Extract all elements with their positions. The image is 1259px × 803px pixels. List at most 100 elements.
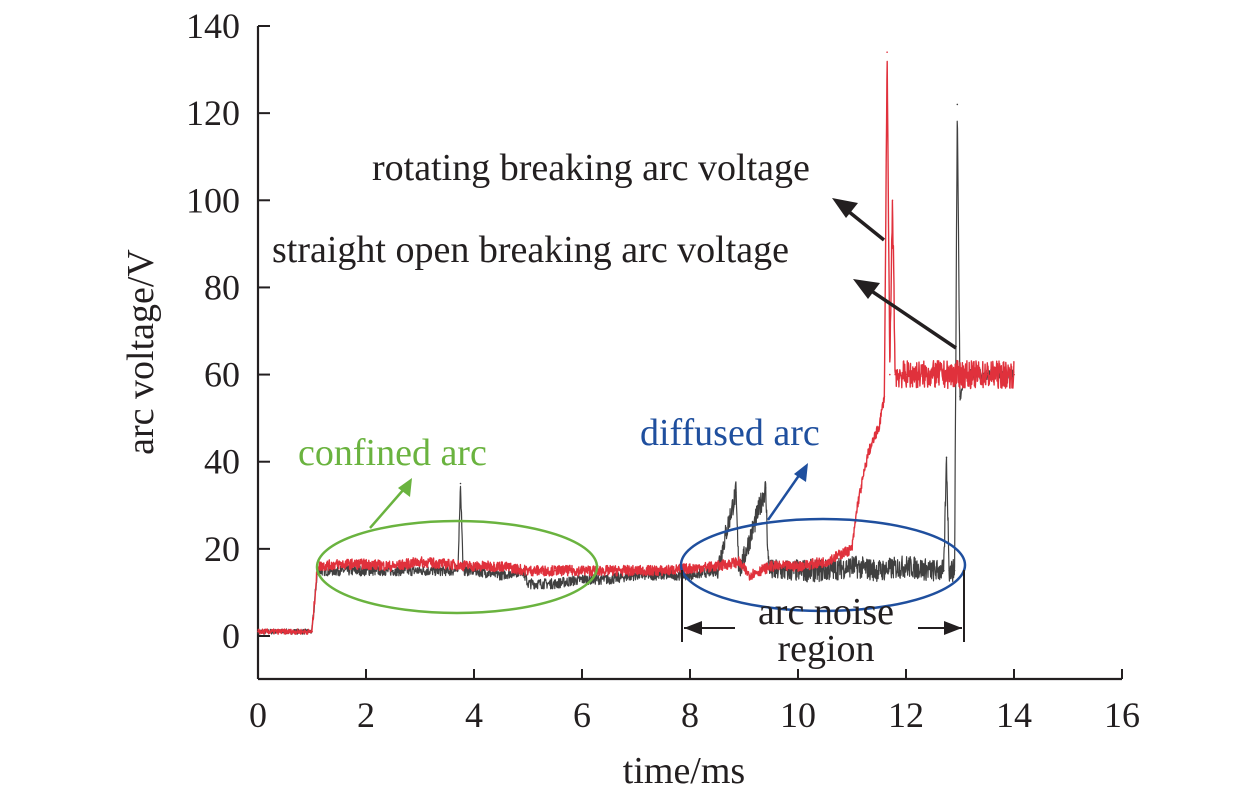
- straight-arrow: [853, 279, 957, 350]
- data-point-straight: [459, 482, 462, 485]
- data-point-straight: [457, 569, 459, 572]
- x-tick-label: 16: [1104, 695, 1140, 735]
- data-point-rotating: [419, 561, 421, 563]
- data-point-rotating: [473, 565, 475, 568]
- data-point-rotating: [894, 373, 896, 376]
- data-point-rotating: [883, 395, 886, 398]
- series-layer: [257, 51, 1015, 635]
- data-point-rotating: [905, 373, 907, 376]
- x-tick-label: 0: [249, 695, 267, 735]
- data-point-straight: [735, 491, 737, 494]
- confined-arc-annotation: confined arc: [298, 432, 599, 615]
- x-tick-label: 4: [465, 695, 483, 735]
- data-point-rotating: [986, 373, 988, 376]
- arc-noise-label-line1: arc noise: [758, 591, 894, 633]
- confined-arc-ellipse: [315, 519, 599, 615]
- y-tick-label: 20: [204, 529, 240, 569]
- data-point-rotating: [311, 630, 313, 633]
- data-point-rotating: [527, 569, 529, 572]
- data-point-rotating: [581, 569, 583, 572]
- y-tick-label: 120: [186, 93, 240, 133]
- series-straight: [257, 103, 1015, 635]
- diffused-arc-annotation: diffused arc: [640, 412, 967, 613]
- data-point-rotating: [338, 563, 340, 565]
- x-tick-label: 8: [681, 695, 699, 735]
- data-point-rotating: [867, 452, 869, 454]
- data-point-rotating: [608, 569, 610, 572]
- data-point-straight: [716, 569, 718, 572]
- data-point-rotating: [365, 563, 367, 565]
- x-tick-label: 12: [888, 695, 924, 735]
- data-point-rotating: [500, 565, 502, 568]
- data-point-straight: [689, 574, 691, 576]
- data-point-rotating: [748, 574, 751, 576]
- data-point-straight: [943, 569, 945, 572]
- data-point-rotating: [716, 565, 718, 568]
- data-point-straight: [365, 569, 367, 572]
- diffused-arc-label: diffused arc: [640, 412, 820, 454]
- data-point-straight: [446, 569, 448, 572]
- data-point-straight: [945, 456, 948, 459]
- data-point-straight: [419, 569, 421, 572]
- x-axis-title: time/ms: [623, 750, 745, 792]
- data-point-straight: [764, 487, 767, 489]
- data-point-rotating: [891, 199, 894, 202]
- y-ticks: 0 20 40 60 80 100 120 140: [186, 6, 270, 656]
- data-point-straight: [959, 395, 961, 398]
- x-tick-label: 2: [357, 695, 375, 735]
- data-point-straight: [392, 569, 394, 572]
- x-ticks: 0 2 4 6 8 10 12 14 16: [249, 669, 1140, 735]
- data-point-straight: [878, 569, 880, 572]
- data-point-rotating: [824, 561, 826, 563]
- y-tick-label: 40: [204, 442, 240, 482]
- data-point-straight: [767, 561, 770, 563]
- data-point-straight: [851, 565, 853, 568]
- data-point-rotating: [932, 373, 934, 376]
- data-point-straight: [956, 103, 959, 106]
- data-point-rotating: [797, 565, 799, 568]
- data-point-rotating: [770, 565, 772, 568]
- x-tick-label: 14: [996, 695, 1032, 735]
- data-point-rotating: [257, 630, 259, 633]
- data-point-rotating: [889, 373, 891, 376]
- data-point-straight: [948, 569, 950, 572]
- data-point-straight: [527, 582, 529, 585]
- data-point-rotating: [662, 569, 664, 572]
- arc-noise-label-line2: region: [777, 628, 874, 670]
- data-point-rotating: [635, 569, 637, 572]
- data-point-straight: [953, 569, 956, 572]
- data-point-rotating: [1013, 373, 1015, 376]
- data-point-straight: [905, 565, 907, 568]
- y-tick-label: 0: [222, 616, 240, 656]
- data-point-straight: [932, 569, 934, 572]
- data-point-rotating: [554, 569, 556, 572]
- data-point-straight: [554, 582, 556, 585]
- y-tick-label: 100: [186, 180, 240, 220]
- data-point-rotating: [878, 426, 880, 428]
- data-point-straight: [824, 569, 826, 572]
- rotating-arc-label: rotating breaking arc voltage: [372, 147, 810, 189]
- data-point-straight: [608, 578, 610, 581]
- data-point-straight: [635, 574, 637, 576]
- data-point-rotating: [851, 548, 853, 550]
- x-tick-label: 10: [780, 695, 816, 735]
- straight-arc-label: straight open breaking arc voltage: [272, 229, 789, 271]
- data-point-rotating: [886, 51, 888, 53]
- series-straight-line: [257, 120, 1015, 635]
- y-tick-label: 140: [186, 6, 240, 46]
- data-point-rotating: [446, 563, 448, 565]
- x-tick-label: 6: [573, 695, 591, 735]
- data-point-straight: [338, 569, 340, 572]
- arc-noise-region: arc noise region: [681, 570, 965, 670]
- data-point-rotating: [959, 373, 961, 376]
- data-point-straight: [500, 574, 502, 576]
- data-point-rotating: [737, 561, 740, 563]
- y-axis-title: arc voltage/V: [120, 249, 162, 455]
- y-tick-label: 80: [204, 267, 240, 307]
- data-point-rotating: [689, 567, 691, 570]
- rotating-arrow: [832, 198, 886, 242]
- data-point-rotating: [856, 504, 859, 507]
- series-rotating-line: [257, 60, 1015, 635]
